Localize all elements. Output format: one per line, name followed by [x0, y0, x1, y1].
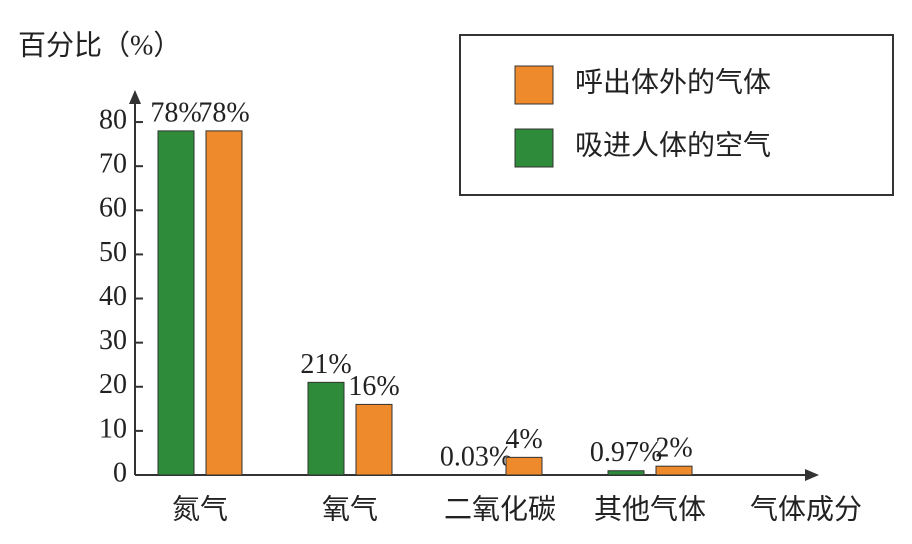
legend-swatch [514, 65, 554, 105]
y-tick-label: 40 [99, 281, 127, 312]
data-label: 21% [300, 349, 351, 380]
bar [205, 130, 243, 476]
data-label: 0.97% [590, 437, 662, 468]
bar [355, 403, 393, 476]
y-tick-label: 10 [99, 413, 127, 444]
x-axis-label: 气体成分 [750, 493, 862, 525]
data-label: 2% [655, 433, 692, 464]
y-axis-arrow [129, 90, 141, 104]
y-tick-label: 50 [99, 237, 127, 268]
data-label: 0.03% [440, 441, 512, 472]
x-tick-label: 氮气 [172, 493, 228, 525]
x-axis-arrow [805, 469, 819, 481]
bar [607, 470, 645, 476]
data-label: 4% [505, 424, 542, 455]
bar [505, 456, 543, 476]
y-tick-label: 20 [99, 369, 127, 400]
legend-box [459, 34, 894, 196]
bar [157, 130, 195, 476]
legend-label: 吸进人体的空气 [575, 129, 771, 161]
x-tick-label: 其他气体 [594, 493, 706, 525]
y-tick-label: 30 [99, 325, 127, 356]
data-label: 16% [348, 371, 399, 402]
y-tick-label: 80 [99, 104, 127, 135]
y-tick-label: 60 [99, 193, 127, 224]
bar [655, 465, 693, 476]
legend-swatch [514, 128, 554, 168]
y-axis-label: 百分比（%） [18, 29, 181, 61]
x-tick-label: 二氧化碳 [444, 493, 556, 525]
x-tick-label: 氧气 [322, 493, 378, 525]
y-tick-label: 0 [113, 457, 127, 488]
bar [307, 381, 345, 476]
data-label: 78% [150, 97, 201, 128]
data-label: 78% [198, 97, 249, 128]
y-tick-label: 70 [99, 149, 127, 180]
legend-label: 呼出体外的气体 [575, 66, 771, 98]
